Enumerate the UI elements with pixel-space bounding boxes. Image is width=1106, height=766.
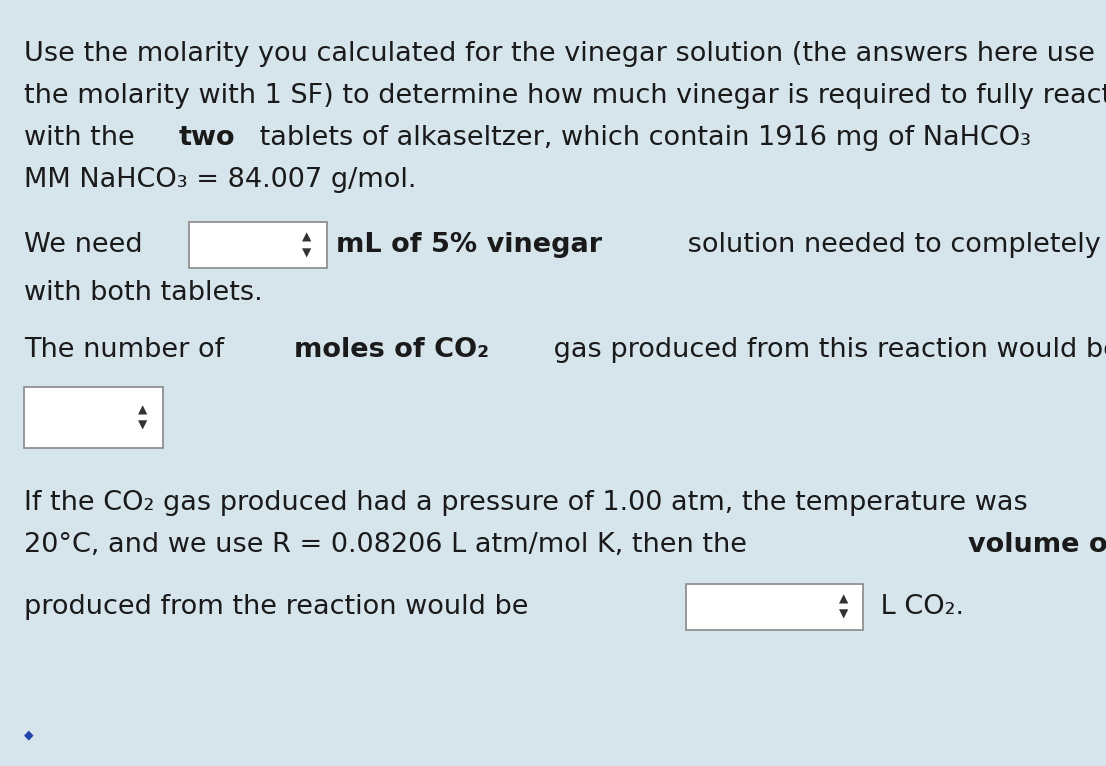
Text: ▲: ▲	[838, 593, 848, 605]
Text: ▲: ▲	[302, 231, 312, 244]
Text: ▲: ▲	[138, 404, 147, 416]
Text: MM NaHCO₃ = 84.007 g/mol.: MM NaHCO₃ = 84.007 g/mol.	[24, 167, 417, 193]
Text: ▼: ▼	[138, 419, 147, 431]
Text: L CO₂.: L CO₂.	[873, 594, 964, 620]
Text: We need: We need	[24, 232, 152, 258]
Text: mL of 5% vinegar: mL of 5% vinegar	[335, 232, 602, 258]
Text: The number of: The number of	[24, 337, 233, 363]
FancyBboxPatch shape	[24, 387, 163, 448]
Text: If the CO₂ gas produced had a pressure of 1.00 atm, the temperature was: If the CO₂ gas produced had a pressure o…	[24, 490, 1029, 516]
Text: Use the molarity you calculated for the vinegar solution (the answers here use: Use the molarity you calculated for the …	[24, 41, 1095, 67]
FancyBboxPatch shape	[188, 222, 326, 268]
Text: produced from the reaction would be: produced from the reaction would be	[24, 594, 538, 620]
Text: gas produced from this reaction would be: gas produced from this reaction would be	[545, 337, 1106, 363]
Text: tablets of alkaseltzer, which contain 1916 mg of NaHCO₃: tablets of alkaseltzer, which contain 19…	[251, 125, 1040, 151]
Text: two: two	[178, 125, 234, 151]
Text: with the: with the	[24, 125, 144, 151]
Text: ▼: ▼	[302, 247, 312, 259]
Text: 20°C, and we use R = 0.08206 L atm/mol K, then the: 20°C, and we use R = 0.08206 L atm/mol K…	[24, 532, 757, 558]
Text: volume of this CO₂: volume of this CO₂	[969, 532, 1106, 558]
FancyBboxPatch shape	[687, 584, 864, 630]
Text: ▼: ▼	[838, 608, 848, 620]
Text: with both tablets.: with both tablets.	[24, 280, 263, 306]
Text: ◆: ◆	[24, 729, 34, 741]
Text: solution needed to completely react: solution needed to completely react	[679, 232, 1106, 258]
Text: moles of CO₂: moles of CO₂	[294, 337, 489, 363]
Text: the molarity with 1 SF) to determine how much vinegar is required to fully react: the molarity with 1 SF) to determine how…	[24, 83, 1106, 109]
